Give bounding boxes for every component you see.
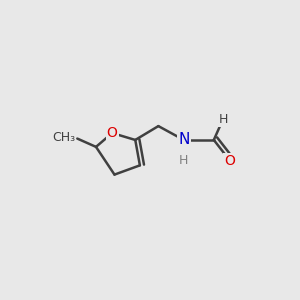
Text: CH₃: CH₃: [52, 131, 75, 144]
Text: O: O: [107, 126, 118, 140]
Text: O: O: [224, 154, 236, 168]
Text: H: H: [218, 113, 228, 126]
Text: N: N: [178, 132, 190, 147]
Text: H: H: [179, 154, 188, 167]
